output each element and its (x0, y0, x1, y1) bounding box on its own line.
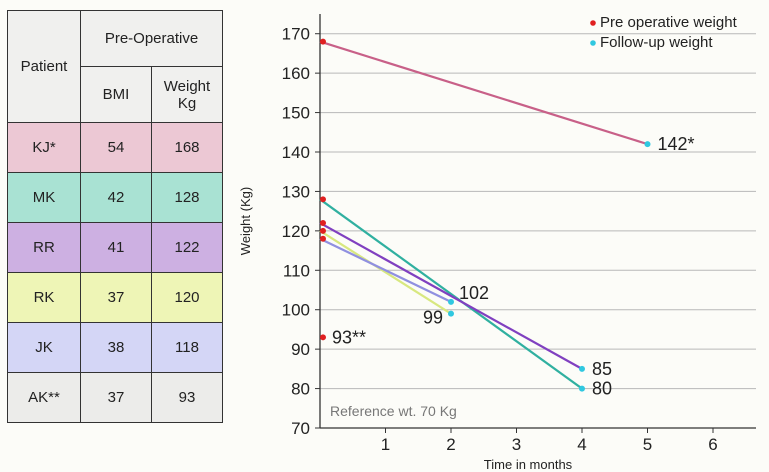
cell-patient: KJ* (7, 122, 81, 173)
data-label: 93** (332, 327, 366, 347)
series-line (319, 229, 452, 315)
y-tick-label: 150 (282, 104, 310, 123)
legend-label: Pre operative weight (600, 14, 738, 31)
data-label: 85 (592, 359, 612, 379)
series-line (319, 40, 648, 146)
x-tick-label: 3 (512, 435, 521, 454)
y-tick-label: 170 (282, 25, 310, 44)
cell-weight: 128 (151, 172, 223, 223)
legend-marker (590, 20, 596, 26)
header-weight-label: Weight (163, 77, 211, 95)
cell-patient: RK (7, 272, 81, 323)
y-tick-label: 80 (291, 380, 310, 399)
follow-up-point (448, 310, 454, 317)
data-label: 102 (459, 283, 489, 303)
cell-weight: 168 (151, 122, 223, 173)
x-tick-label: 5 (643, 435, 652, 454)
table-row: JK 38 118 (7, 322, 223, 373)
cell-bmi: 37 (80, 272, 152, 323)
patient-table-container: Patient Pre-Operative BMI Weight Kg KJ* 5… (7, 10, 223, 423)
cell-patient: RR (7, 222, 81, 273)
patient-table-body: KJ* 54 168 MK 42 128 RR 41 122 RK 37 120 JK 38 118 AK**… (7, 122, 223, 423)
patient-table: Patient Pre-Operative BMI Weight Kg KJ* 5… (7, 10, 223, 423)
cell-bmi: 37 (80, 372, 152, 423)
cell-weight: 93 (151, 372, 223, 423)
data-label: 80 (592, 379, 612, 399)
pre-op-point (320, 196, 326, 203)
header-bmi: BMI (80, 66, 152, 123)
y-tick-label: 110 (283, 261, 310, 280)
series-line (319, 198, 583, 390)
series-line (319, 222, 583, 370)
y-tick-label: 130 (282, 182, 310, 201)
x-tick-label: 1 (381, 435, 390, 454)
pre-op-point (320, 38, 326, 45)
y-tick-label: 140 (282, 143, 310, 162)
cell-bmi: 54 (80, 122, 152, 173)
table-row: AK** 37 93 (7, 372, 223, 423)
cell-weight: 122 (151, 222, 223, 273)
header-patient: Patient (7, 10, 81, 123)
pre-op-point (320, 334, 326, 341)
legend-label: Follow-up weight (600, 34, 713, 51)
header-weight-unit: Kg (177, 94, 197, 112)
y-tick-label: 160 (282, 64, 310, 83)
y-tick-label: 70 (291, 419, 310, 438)
x-tick-label: 6 (708, 435, 717, 454)
x-axis-label: Time in months (484, 457, 573, 472)
weight-chart: 70 80 90 100 110 120 130 140 150 160 170 1 2 3 4 5 6 Time… (238, 14, 756, 472)
table-row: KJ* 54 168 (7, 122, 223, 173)
series-line (319, 237, 452, 303)
pre-op-point (320, 235, 326, 242)
y-tick-label: 100 (282, 301, 310, 320)
y-axis-label: Weight (Kg) (238, 187, 253, 255)
y-tick-label: 90 (291, 340, 310, 359)
x-tick-label: 4 (577, 435, 586, 454)
cell-bmi: 41 (80, 222, 152, 273)
cell-weight: 120 (151, 272, 223, 323)
legend-marker (590, 40, 596, 46)
cell-weight: 118 (151, 322, 223, 373)
follow-up-point (579, 385, 585, 392)
data-label: 99 (423, 308, 443, 328)
table-row: RK 37 120 (7, 272, 223, 323)
header-weight: Weight Kg (151, 66, 223, 123)
cell-bmi: 38 (80, 322, 152, 373)
cell-patient: AK** (7, 372, 81, 423)
header-pre-operative: Pre-Operative (80, 10, 223, 67)
x-tick-label: 2 (446, 435, 455, 454)
follow-up-point (644, 141, 651, 148)
table-row: RR 41 122 (7, 222, 223, 273)
pre-op-point (320, 227, 326, 234)
cell-patient: JK (7, 322, 81, 373)
follow-up-point (579, 365, 585, 372)
follow-up-point (448, 298, 454, 305)
y-tick-label: 120 (282, 222, 310, 241)
cell-bmi: 42 (80, 172, 152, 223)
data-label: 142* (658, 134, 695, 154)
reference-label: Reference wt. 70 Kg (330, 403, 457, 419)
cell-patient: MK (7, 172, 81, 223)
table-row: MK 42 128 (7, 172, 223, 223)
pre-op-point (320, 219, 326, 226)
